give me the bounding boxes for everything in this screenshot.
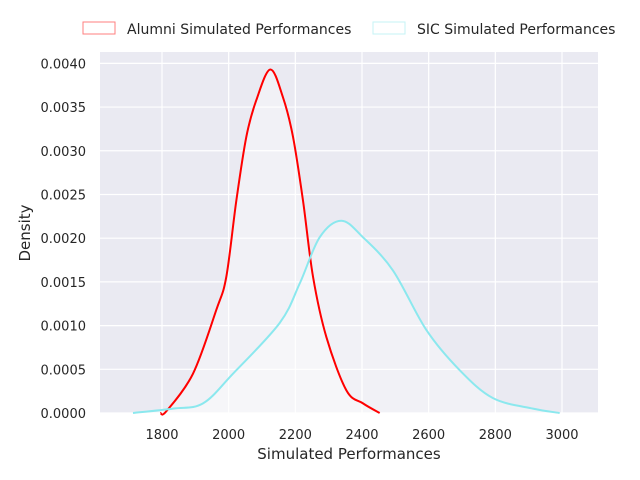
y-tick-label: 0.0025 xyxy=(41,188,87,203)
y-axis-label: Density xyxy=(16,204,34,261)
y-tick-labels: 0.0000 0.0005 0.0010 0.0015 0.0020 0.0025 0.00… xyxy=(41,57,87,422)
y-tick-label: 0.0035 xyxy=(41,101,87,116)
curve-fills xyxy=(133,69,560,415)
y-tick-label: 0.0030 xyxy=(41,145,87,160)
x-tick-label: 2400 xyxy=(345,428,378,443)
legend-swatch-sic xyxy=(372,21,406,35)
y-tick-label: 0.0000 xyxy=(41,407,87,422)
y-tick-label: 0.0020 xyxy=(41,232,87,247)
density-line-0 xyxy=(159,68,381,416)
y-tick-label: 0.0040 xyxy=(41,57,87,72)
legend-swatch-alumni xyxy=(82,21,116,35)
x-tick-label: 2600 xyxy=(412,428,445,443)
x-tick-label: 3000 xyxy=(545,428,578,443)
legend-label-alumni: Alumni Simulated Performances xyxy=(127,22,351,38)
y-tick-label: 0.0015 xyxy=(41,276,87,291)
x-tick-label: 2800 xyxy=(479,428,512,443)
x-tick-label: 2000 xyxy=(212,428,245,443)
density-fill-0 xyxy=(160,69,380,415)
x-axis-label: Simulated Performances xyxy=(257,445,441,463)
x-tick-labels: 1800 2000 2200 2400 2600 2800 3000 xyxy=(145,428,578,443)
y-tick-label: 0.0010 xyxy=(41,320,87,335)
grid xyxy=(100,52,598,414)
legend-label-sic: SIC Simulated Performances xyxy=(417,22,615,38)
y-tick-label: 0.0005 xyxy=(41,363,87,378)
density-line-1 xyxy=(132,219,560,414)
legend: Alumni Simulated Performances SIC Simula… xyxy=(82,21,615,38)
plot-background xyxy=(100,52,598,413)
x-tick-label: 2200 xyxy=(279,428,312,443)
x-tick-label: 1800 xyxy=(145,428,178,443)
density-fill-1 xyxy=(133,220,560,413)
curve-lines xyxy=(132,68,560,416)
